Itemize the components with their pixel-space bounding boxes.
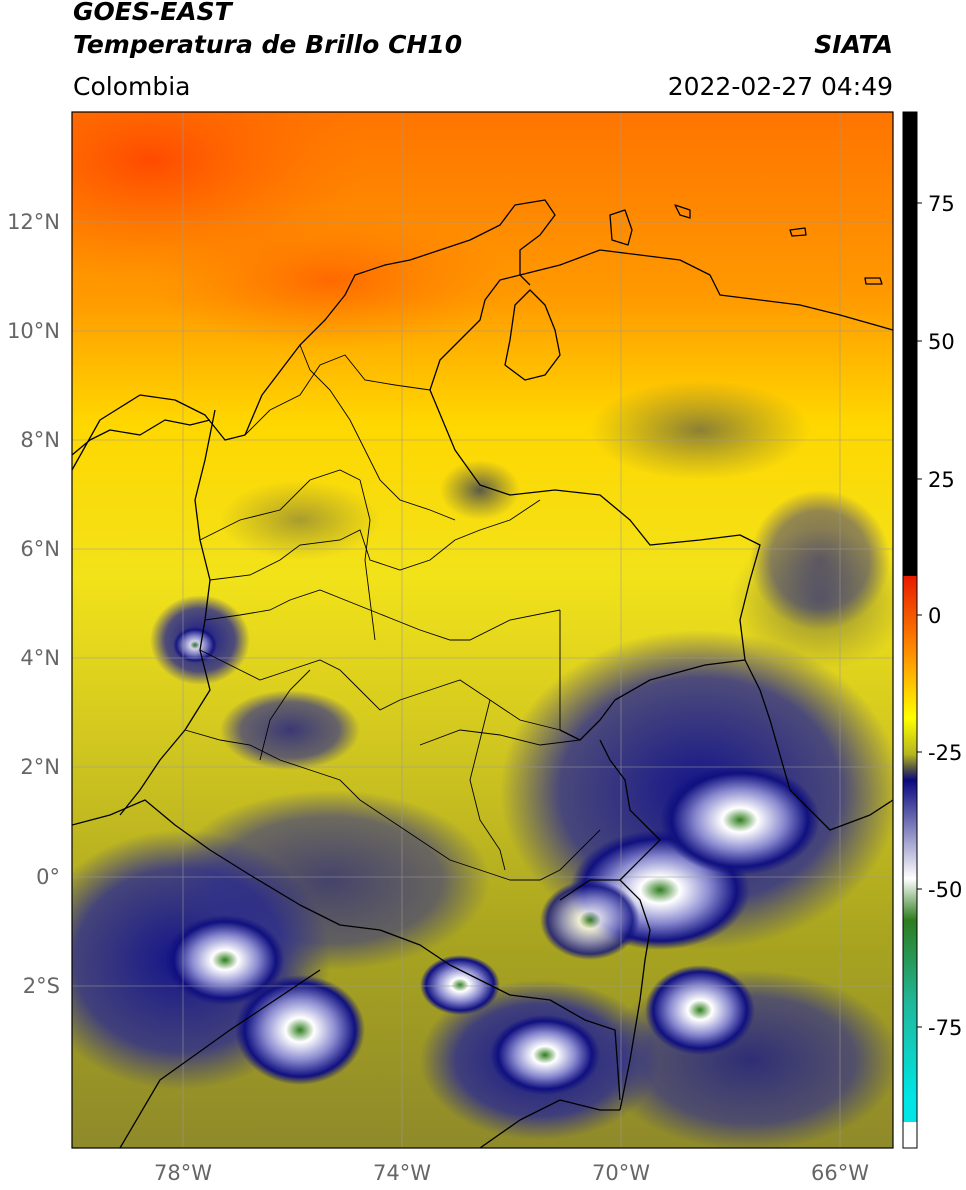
colorbar-label: 25 bbox=[928, 468, 955, 492]
lat-label: 2°N bbox=[20, 755, 60, 779]
lon-label: 78°W bbox=[154, 1161, 212, 1185]
country-borders bbox=[72, 199, 893, 1148]
product-title-line1: GOES-EAST bbox=[73, 0, 232, 26]
source-label: SIATA bbox=[814, 30, 893, 59]
colorbar-label: 75 bbox=[928, 192, 955, 216]
lat-label: 10°N bbox=[7, 319, 60, 343]
longitude-labels: 78°W 74°W 70°W 66°W bbox=[154, 1161, 869, 1185]
product-title-line2: Temperatura de Brillo CH10 bbox=[73, 30, 463, 59]
lon-label: 66°W bbox=[811, 1161, 869, 1185]
colorbar-label: -25 bbox=[928, 741, 962, 765]
lat-label: 0° bbox=[36, 865, 60, 889]
region-label: Colombia bbox=[73, 72, 191, 101]
map-frame bbox=[71, 111, 894, 1149]
colorbar-label: -50 bbox=[928, 878, 962, 902]
lat-label: 2°S bbox=[23, 974, 60, 998]
lat-label: 12°N bbox=[7, 210, 60, 234]
colorbar: 75 50 25 0 -25 -50 -75 bbox=[902, 111, 962, 1149]
brightness-temperature-field bbox=[72, 112, 893, 1148]
graticule bbox=[72, 112, 893, 1148]
lat-label: 4°N bbox=[20, 646, 60, 670]
lat-label: 8°N bbox=[20, 428, 60, 452]
lat-label: 6°N bbox=[20, 537, 60, 561]
lon-label: 74°W bbox=[373, 1161, 431, 1185]
lon-label: 70°W bbox=[592, 1161, 650, 1185]
datetime-label: 2022-02-27 04:49 bbox=[667, 72, 893, 101]
latitude-labels: 12°N 10°N 8°N 6°N 4°N 2°N 0° 2°S bbox=[7, 210, 60, 998]
colorbar-label: 0 bbox=[928, 604, 941, 628]
department-borders bbox=[184, 344, 601, 881]
colorbar-label: -75 bbox=[928, 1016, 962, 1040]
colorbar-label: 50 bbox=[928, 330, 955, 354]
colorbar-gradient bbox=[902, 111, 918, 1149]
